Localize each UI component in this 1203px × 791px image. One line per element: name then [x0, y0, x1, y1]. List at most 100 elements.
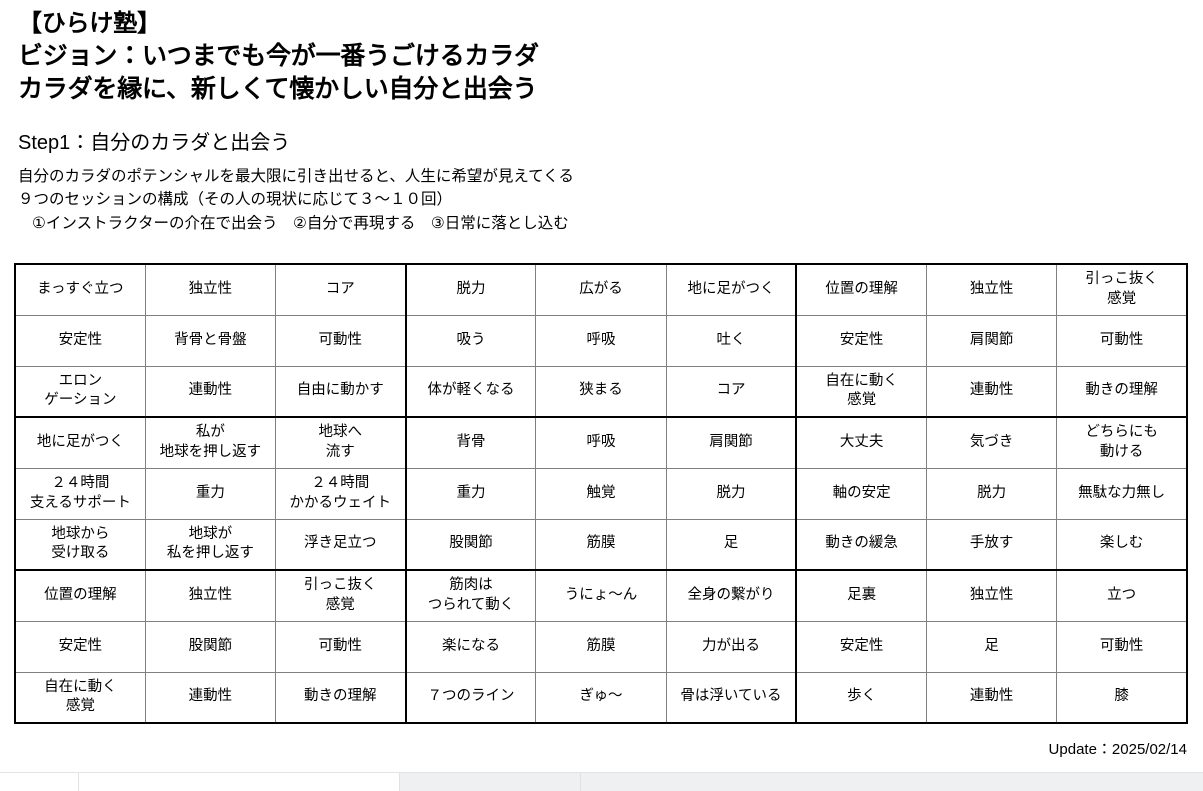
vision-line-2: カラダを縁に、新しくて懐かしい自分と出会う — [18, 74, 538, 103]
table-cell[interactable]: 呼吸 — [535, 416, 667, 469]
table-cell[interactable]: 股関節 — [144, 620, 276, 673]
table-cell[interactable]: 肩関節 — [665, 416, 798, 469]
table-cell[interactable]: 触覚 — [535, 467, 667, 520]
table-cell[interactable]: エロン ゲーション — [13, 365, 146, 418]
table-cell[interactable]: 筋肉は つられて動く — [405, 569, 537, 622]
table-cell[interactable]: 脱力 — [665, 467, 798, 520]
bottom-tab-3[interactable] — [400, 773, 581, 791]
table-cell[interactable]: 肩関節 — [926, 314, 1058, 367]
table-cell[interactable]: 全身の繋がり — [665, 569, 798, 622]
table-cell[interactable]: 自由に動かす — [274, 365, 407, 418]
table-cell[interactable]: 安定性 — [13, 620, 146, 673]
table-cell[interactable]: 骨は浮いている — [665, 671, 798, 724]
table-cell[interactable]: 歩く — [795, 671, 928, 724]
table-cell[interactable]: 引っこ抜く 感覚 — [274, 569, 407, 622]
table-cell-text: 動ける — [1099, 443, 1144, 460]
table-cell-text: 地球へ — [318, 424, 363, 441]
table-cell[interactable]: 足 — [926, 620, 1058, 673]
table-cell[interactable]: 重力 — [405, 467, 537, 520]
table-cell[interactable]: 体が軽くなる — [405, 365, 537, 418]
table-cell[interactable]: 連動性 — [144, 671, 276, 724]
table-cell[interactable]: 連動性 — [926, 671, 1058, 724]
table-cell[interactable]: 吸う — [405, 314, 537, 367]
table-cell[interactable]: 膝 — [1056, 671, 1189, 724]
table-cell[interactable]: 足裏 — [795, 569, 928, 622]
table-cell[interactable]: 手放す — [926, 518, 1058, 571]
table-cell[interactable]: 股関節 — [405, 518, 537, 571]
table-cell-text: 呼吸 — [586, 331, 616, 348]
table-cell[interactable]: 独立性 — [926, 263, 1058, 316]
table-cell[interactable]: 楽しむ — [1056, 518, 1189, 571]
table-cell[interactable]: 地に足がつく — [665, 263, 798, 316]
table-cell[interactable]: うにょ〜ん — [535, 569, 667, 622]
bottom-tab-2[interactable] — [79, 773, 400, 791]
table-cell[interactable]: 楽になる — [405, 620, 537, 673]
bottom-tab-4[interactable] — [581, 773, 1203, 791]
table-cell[interactable]: 脱力 — [405, 263, 537, 316]
table-cell[interactable]: 地に足がつく — [13, 416, 146, 469]
table-cell[interactable]: 筋膜 — [535, 518, 667, 571]
table-cell[interactable]: 筋膜 — [535, 620, 667, 673]
table-cell[interactable]: 独立性 — [926, 569, 1058, 622]
table-cell[interactable]: 狭まる — [535, 365, 667, 418]
table-cell[interactable]: コア — [665, 365, 798, 418]
table-cell[interactable]: 位置の理解 — [795, 263, 928, 316]
table-cell[interactable]: コア — [274, 263, 407, 316]
table-cell[interactable]: 気づき — [926, 416, 1058, 469]
table-cell[interactable]: 安定性 — [795, 314, 928, 367]
table-cell[interactable]: まっすぐ立つ — [13, 263, 146, 316]
table-cell[interactable]: ぎゅ〜 — [535, 671, 667, 724]
table-cell[interactable]: 自在に動く 感覚 — [795, 365, 928, 418]
table-cell[interactable]: 広がる — [535, 263, 667, 316]
table-cell[interactable]: 軸の安定 — [795, 467, 928, 520]
table-cell[interactable]: 地球へ 流す — [274, 416, 407, 469]
table-cell[interactable]: 大丈夫 — [795, 416, 928, 469]
step-description-line-2: ９つのセッションの構成（その人の現状に応じて３〜１０回） — [18, 191, 453, 209]
table-cell[interactable]: どちらにも 動ける — [1056, 416, 1189, 469]
table-cell[interactable]: 可動性 — [1056, 620, 1189, 673]
table-cell[interactable]: 立つ — [1056, 569, 1189, 622]
table-cell[interactable]: 私が 地球を押し返す — [144, 416, 276, 469]
table-cell[interactable]: 足 — [665, 518, 798, 571]
table-cell[interactable]: ７つのライン — [405, 671, 537, 724]
table-cell[interactable]: 重力 — [144, 467, 276, 520]
table-cell[interactable]: 可動性 — [274, 620, 407, 673]
table-cell[interactable]: ２４時間 支えるサポート — [13, 467, 146, 520]
table-cell[interactable]: 地球が 私を押し返す — [144, 518, 276, 571]
step-description: 自分のカラダのポテンシャルを最大限に引き出せると、人生に希望が見えてくる ９つの… — [18, 165, 1203, 236]
table-cell[interactable]: ２４時間 かかるウェイト — [274, 467, 407, 520]
table-cell-text: 可動性 — [1099, 637, 1144, 654]
table-cell[interactable]: 独立性 — [144, 263, 276, 316]
table-cell[interactable]: 位置の理解 — [13, 569, 146, 622]
table-cell-text: 重力 — [456, 484, 486, 501]
table-cell-text: 体が軽くなる — [427, 382, 515, 399]
table-cell-text: 触覚 — [586, 484, 616, 501]
table-cell[interactable]: 引っこ抜く 感覚 — [1056, 263, 1189, 316]
table-cell[interactable]: 安定性 — [795, 620, 928, 673]
table-cell[interactable]: 地球から 受け取る — [13, 518, 146, 571]
table-cell-text: まっすぐ立つ — [37, 280, 124, 297]
table-cell[interactable]: 脱力 — [926, 467, 1058, 520]
table-cell[interactable]: 背骨 — [405, 416, 537, 469]
app-bottom-tab-bar[interactable] — [0, 772, 1203, 791]
table-cell[interactable]: 呼吸 — [535, 314, 667, 367]
table-cell[interactable]: 動きの理解 — [1056, 365, 1189, 418]
table-cell[interactable]: 動きの緩急 — [795, 518, 928, 571]
table-cell[interactable]: 背骨と骨盤 — [144, 314, 276, 367]
bottom-tab-1[interactable] — [0, 773, 79, 791]
table-cell[interactable]: 可動性 — [1056, 314, 1189, 367]
update-timestamp: Update：2025/02/14 — [1048, 741, 1187, 758]
table-cell[interactable]: 安定性 — [13, 314, 146, 367]
table-cell[interactable]: 吐く — [665, 314, 798, 367]
table-cell[interactable]: 自在に動く 感覚 — [13, 671, 146, 724]
table-cell[interactable]: 独立性 — [144, 569, 276, 622]
session-matrix-body: まっすぐ立つ 独立性 コア 脱力 広がる 地に足がつく 位置の理解 独立性 引っこ抜く 感覚 安定性… — [13, 263, 1189, 724]
table-cell[interactable]: 動きの理解 — [274, 671, 407, 724]
table-cell[interactable]: 連動性 — [926, 365, 1058, 418]
table-cell[interactable]: 連動性 — [144, 365, 276, 418]
table-cell[interactable]: 可動性 — [274, 314, 407, 367]
brand-title: 【ひらけ塾】 — [18, 10, 161, 37]
table-cell[interactable]: 浮き足立つ — [274, 518, 407, 571]
table-cell[interactable]: 無駄な力無し — [1056, 467, 1189, 520]
table-cell[interactable]: 力が出る — [665, 620, 798, 673]
